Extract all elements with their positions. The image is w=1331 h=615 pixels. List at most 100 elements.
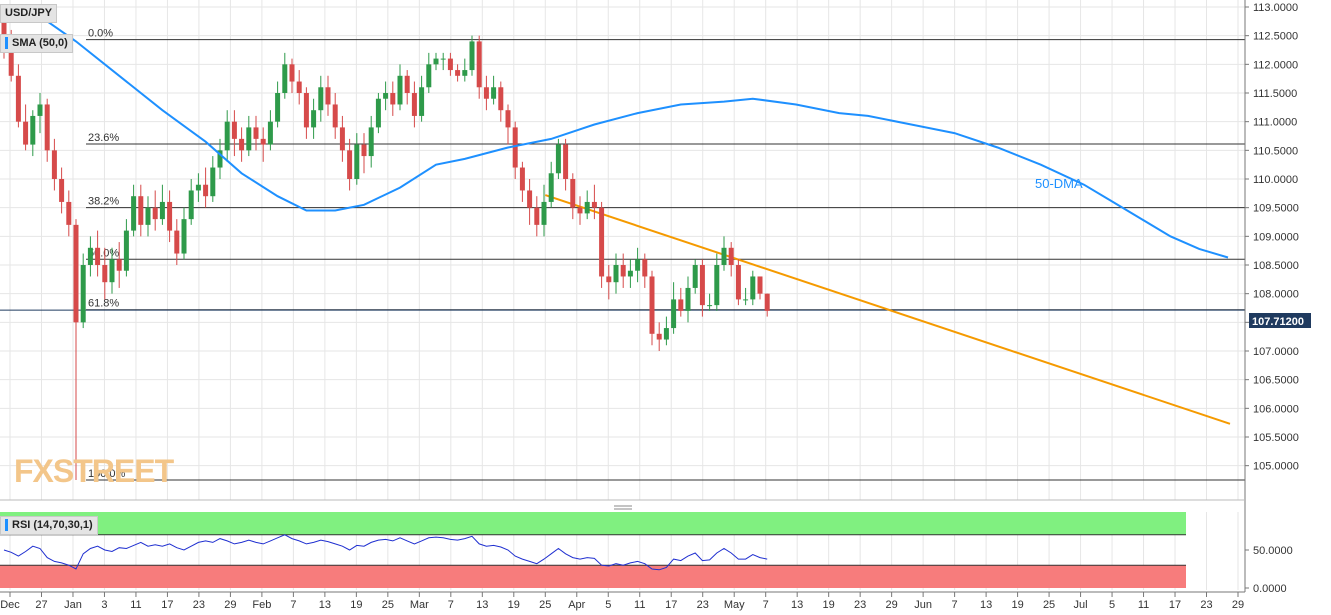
candle-body	[260, 138, 266, 145]
y-tick-label: 109.5000	[1253, 203, 1299, 215]
candle-body	[282, 64, 288, 93]
price-tag	[1249, 313, 1311, 328]
candle-body	[289, 64, 295, 82]
candle-body	[541, 201, 547, 225]
candle-body	[167, 201, 173, 231]
y-tick-label: 111.5000	[1253, 88, 1297, 100]
candle-body	[195, 184, 201, 191]
y-tick-label: 111.0000	[1253, 117, 1297, 129]
candle-body	[642, 259, 648, 277]
candle-body	[699, 265, 705, 306]
candle-body	[440, 58, 446, 60]
candle-body	[613, 265, 619, 283]
candle-body	[606, 276, 612, 283]
y-tick-label: 107.0000	[1253, 346, 1299, 358]
x-tick-label: 13	[980, 599, 992, 611]
candle-body	[15, 75, 21, 122]
candle-body	[671, 299, 677, 329]
candle-body	[692, 265, 698, 288]
candle-body	[656, 333, 662, 340]
symbol-label[interactable]: USD/JPY	[0, 4, 58, 23]
x-tick-label: 5	[1109, 599, 1115, 611]
rsi-oversold-zone	[0, 565, 1186, 588]
candle-body	[519, 167, 525, 191]
candle-body	[584, 201, 590, 214]
candle-body	[491, 87, 497, 99]
sma-legend[interactable]: SMA (50,0)	[0, 34, 73, 53]
candle-body	[563, 144, 569, 179]
rsi-legend[interactable]: RSI (14,70,30,1)	[0, 516, 98, 535]
candle-body	[455, 70, 461, 76]
x-tick-label: 25	[1043, 599, 1055, 611]
x-tick-label: 7	[448, 599, 454, 611]
y-tick-label: 112.5000	[1253, 31, 1298, 43]
candle-body	[80, 265, 86, 323]
x-tick-label: 25	[539, 599, 551, 611]
candle-body	[231, 121, 237, 139]
candle-body	[375, 98, 381, 128]
symbol-text: USD/JPY	[5, 7, 53, 19]
candle-body	[678, 299, 684, 311]
candle-body	[275, 93, 281, 122]
candle-body	[599, 207, 605, 277]
panel-resize-handle[interactable]	[614, 505, 632, 510]
candle-body	[591, 201, 597, 208]
x-tick-label: Mar	[410, 599, 429, 611]
candle-body	[145, 207, 151, 225]
candle-body	[663, 328, 669, 340]
candle-body	[354, 144, 360, 179]
candle-body	[476, 41, 482, 88]
y-tick-label: 110.5000	[1253, 145, 1298, 157]
candle-body	[30, 115, 36, 145]
y-tick-label: 110.0000	[1253, 174, 1298, 186]
x-tick-label: 23	[193, 599, 205, 611]
x-tick-label: 3	[101, 599, 107, 611]
rsi-legend-text: RSI (14,70,30,1)	[12, 519, 93, 531]
rsi-y-tick-label: 0.0000	[1253, 583, 1287, 595]
candle-body	[131, 196, 137, 231]
x-tick-label: 19	[823, 599, 835, 611]
x-tick-label: Jun	[914, 599, 932, 611]
y-tick-label: 108.5000	[1253, 260, 1299, 272]
x-tick-label: Jul	[1074, 599, 1088, 611]
candle-body	[347, 150, 353, 179]
candle-body	[23, 121, 29, 145]
candle-body	[87, 247, 93, 265]
y-tick-label: 109.0000	[1253, 231, 1299, 243]
x-tick-label: 29	[1232, 599, 1244, 611]
candle-body	[224, 121, 230, 151]
candle-body	[296, 81, 302, 93]
candle-body	[721, 247, 727, 265]
candle-body	[735, 265, 741, 300]
dma-label: 50-DMA	[1035, 176, 1083, 191]
candle-body	[303, 93, 309, 128]
price-tag-label: 107.71200	[1252, 316, 1304, 328]
x-tick-label: 17	[665, 599, 677, 611]
y-tick-label: 106.0000	[1253, 403, 1299, 415]
candle-body	[159, 201, 165, 220]
candle-body	[73, 224, 79, 323]
support-trendline	[544, 194, 1231, 425]
x-tick-label: 17	[1169, 599, 1181, 611]
candle-body	[318, 87, 324, 111]
candle-body	[404, 75, 410, 93]
candle-body	[548, 173, 554, 202]
rsi-panel: 50.0000 0.0000	[0, 512, 1293, 595]
x-tick-label: Jan	[64, 599, 82, 611]
candle-body	[757, 276, 763, 294]
candle-body	[483, 87, 489, 99]
x-tick-label: 23	[854, 599, 866, 611]
trendline	[544, 194, 1231, 425]
candle-body	[728, 247, 734, 265]
y-tick-label: 105.5000	[1253, 432, 1299, 444]
x-tick-label: 11	[130, 599, 141, 611]
candle-body	[743, 299, 749, 301]
candle-body	[174, 230, 180, 254]
candle-body	[59, 179, 65, 202]
candle-body	[498, 87, 504, 111]
candle-body	[152, 207, 158, 220]
candle-body	[123, 230, 129, 271]
x-tick-label: May	[724, 599, 745, 611]
candle-body	[109, 259, 115, 283]
